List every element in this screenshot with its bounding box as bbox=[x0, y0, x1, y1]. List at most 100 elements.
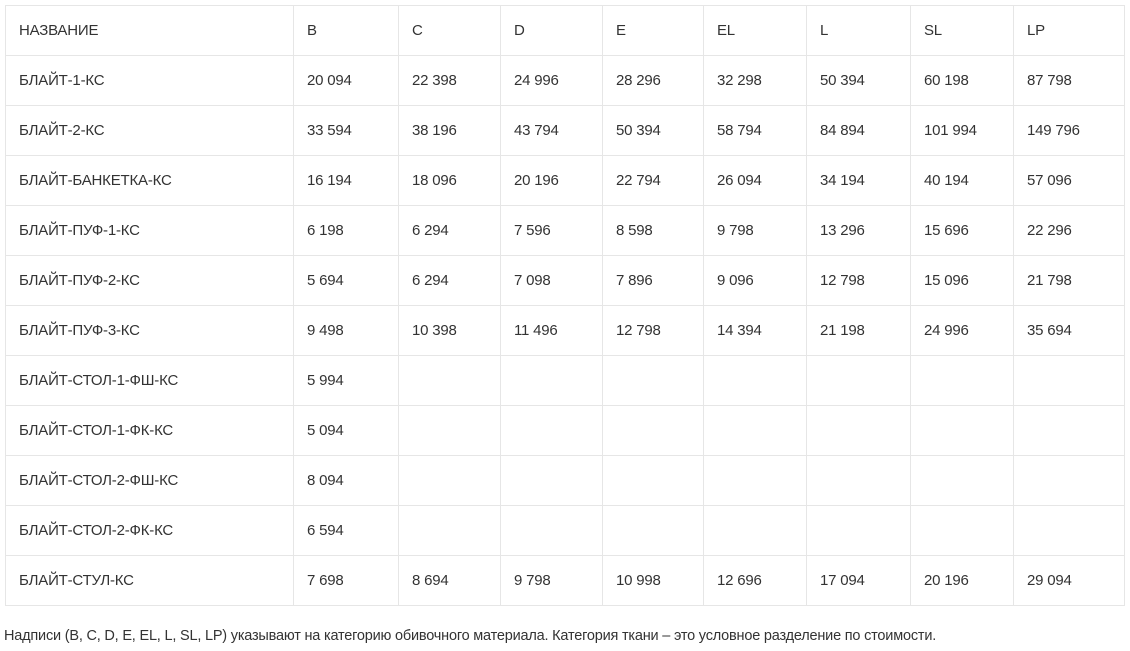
price-cell: 34 194 bbox=[806, 155, 911, 206]
column-header-el: EL bbox=[703, 5, 807, 56]
footnote: Надписи (B, C, D, E, EL, L, SL, LP) указ… bbox=[4, 628, 937, 644]
price-cell bbox=[602, 505, 704, 556]
price-cell: 35 694 bbox=[1013, 305, 1125, 356]
price-cell: 10 398 bbox=[398, 305, 501, 356]
table-row: БЛАЙТ-ПУФ-2-КС 5 694 6 294 7 098 7 896 9 096 1… bbox=[5, 255, 1125, 306]
price-cell: 7 596 bbox=[500, 205, 603, 256]
price-cell: 40 194 bbox=[910, 155, 1014, 206]
price-cell bbox=[1013, 405, 1125, 456]
price-cell: 9 798 bbox=[500, 555, 603, 606]
price-cell: 14 394 bbox=[703, 305, 807, 356]
price-cell: 7 098 bbox=[500, 255, 603, 306]
price-cell bbox=[703, 455, 807, 506]
price-cell bbox=[703, 355, 807, 406]
price-cell: 50 394 bbox=[602, 105, 704, 156]
price-cell: 58 794 bbox=[703, 105, 807, 156]
price-cell: 29 094 bbox=[1013, 555, 1125, 606]
price-cell: 10 998 bbox=[602, 555, 704, 606]
price-cell: 33 594 bbox=[293, 105, 399, 156]
price-cell: 6 294 bbox=[398, 205, 501, 256]
product-name-cell: БЛАЙТ-СТОЛ-2-ФК-КС bbox=[5, 505, 294, 556]
price-cell bbox=[806, 455, 911, 506]
price-cell: 28 296 bbox=[602, 55, 704, 106]
table-row: БЛАЙТ-СТОЛ-2-ФШ-КС 8 094 bbox=[5, 455, 1125, 506]
price-cell: 24 996 bbox=[910, 305, 1014, 356]
column-header-e: E bbox=[602, 5, 704, 56]
price-cell: 11 496 bbox=[500, 305, 603, 356]
table-row: БЛАЙТ-1-КС 20 094 22 398 24 996 28 296 32 298… bbox=[5, 55, 1125, 106]
price-table: НАЗВАНИЕ B C D E EL L SL LP БЛАЙТ-1-КС 20 094 22 3… bbox=[5, 5, 1125, 606]
product-name-cell: БЛАЙТ-ПУФ-2-КС bbox=[5, 255, 294, 306]
price-cell: 7 698 bbox=[293, 555, 399, 606]
table-row: БЛАЙТ-ПУФ-1-КС 6 198 6 294 7 596 8 598 9 798 1… bbox=[5, 205, 1125, 256]
price-cell: 12 798 bbox=[806, 255, 911, 306]
price-cell bbox=[1013, 505, 1125, 556]
product-name-cell: БЛАЙТ-СТОЛ-1-ФК-КС bbox=[5, 405, 294, 456]
price-cell: 18 096 bbox=[398, 155, 501, 206]
price-cell bbox=[910, 355, 1014, 406]
price-cell: 12 696 bbox=[703, 555, 807, 606]
price-cell: 6 294 bbox=[398, 255, 501, 306]
price-cell: 38 196 bbox=[398, 105, 501, 156]
price-cell: 20 196 bbox=[910, 555, 1014, 606]
price-cell: 9 798 bbox=[703, 205, 807, 256]
price-cell: 21 798 bbox=[1013, 255, 1125, 306]
price-cell: 20 094 bbox=[293, 55, 399, 106]
price-cell: 9 096 bbox=[703, 255, 807, 306]
price-cell bbox=[910, 505, 1014, 556]
price-cell: 5 694 bbox=[293, 255, 399, 306]
price-cell: 17 094 bbox=[806, 555, 911, 606]
table-row: БЛАЙТ-ПУФ-3-КС 9 498 10 398 11 496 12 798 14 … bbox=[5, 305, 1125, 356]
column-header-lp: LP bbox=[1013, 5, 1125, 56]
price-cell bbox=[910, 455, 1014, 506]
product-name-cell: БЛАЙТ-СТОЛ-1-ФШ-КС bbox=[5, 355, 294, 406]
column-header-d: D bbox=[500, 5, 603, 56]
price-cell bbox=[500, 355, 603, 406]
price-cell bbox=[703, 405, 807, 456]
price-cell: 43 794 bbox=[500, 105, 603, 156]
price-cell: 9 498 bbox=[293, 305, 399, 356]
price-cell: 6 198 bbox=[293, 205, 399, 256]
table-row: БЛАЙТ-СТОЛ-2-ФК-КС 6 594 bbox=[5, 505, 1125, 556]
price-cell bbox=[910, 405, 1014, 456]
price-cell: 101 994 bbox=[910, 105, 1014, 156]
price-cell bbox=[398, 505, 501, 556]
column-header-l: L bbox=[806, 5, 911, 56]
price-cell: 32 298 bbox=[703, 55, 807, 106]
price-cell: 22 794 bbox=[602, 155, 704, 206]
price-cell: 149 796 bbox=[1013, 105, 1125, 156]
column-header-b: B bbox=[293, 5, 399, 56]
product-name-cell: БЛАЙТ-СТУЛ-КС bbox=[5, 555, 294, 606]
price-cell: 57 096 bbox=[1013, 155, 1125, 206]
table-row: БЛАЙТ-СТОЛ-1-ФШ-КС 5 994 bbox=[5, 355, 1125, 406]
price-cell: 15 096 bbox=[910, 255, 1014, 306]
price-cell bbox=[398, 455, 501, 506]
price-cell: 6 594 bbox=[293, 505, 399, 556]
price-cell bbox=[398, 405, 501, 456]
price-cell bbox=[703, 505, 807, 556]
product-name-cell: БЛАЙТ-2-КС bbox=[5, 105, 294, 156]
price-cell bbox=[500, 455, 603, 506]
price-cell: 5 994 bbox=[293, 355, 399, 406]
product-name-cell: БЛАЙТ-БАНКЕТКА-КС bbox=[5, 155, 294, 206]
price-cell bbox=[602, 455, 704, 506]
column-header-c: C bbox=[398, 5, 501, 56]
product-name-cell: БЛАЙТ-ПУФ-3-КС bbox=[5, 305, 294, 356]
price-cell: 21 198 bbox=[806, 305, 911, 356]
price-cell: 22 398 bbox=[398, 55, 501, 106]
price-cell bbox=[602, 355, 704, 406]
price-cell: 84 894 bbox=[806, 105, 911, 156]
product-name-cell: БЛАЙТ-СТОЛ-2-ФШ-КС bbox=[5, 455, 294, 506]
price-cell: 22 296 bbox=[1013, 205, 1125, 256]
price-cell: 20 196 bbox=[500, 155, 603, 206]
price-cell: 13 296 bbox=[806, 205, 911, 256]
header-row: НАЗВАНИЕ B C D E EL L SL LP bbox=[5, 5, 1125, 56]
price-cell: 15 696 bbox=[910, 205, 1014, 256]
column-header-sl: SL bbox=[910, 5, 1014, 56]
price-cell bbox=[1013, 355, 1125, 406]
price-cell: 12 798 bbox=[602, 305, 704, 356]
price-cell: 26 094 bbox=[703, 155, 807, 206]
price-cell bbox=[602, 405, 704, 456]
column-header-name: НАЗВАНИЕ bbox=[5, 5, 294, 56]
table-row: БЛАЙТ-2-КС 33 594 38 196 43 794 50 394 58 794… bbox=[5, 105, 1125, 156]
